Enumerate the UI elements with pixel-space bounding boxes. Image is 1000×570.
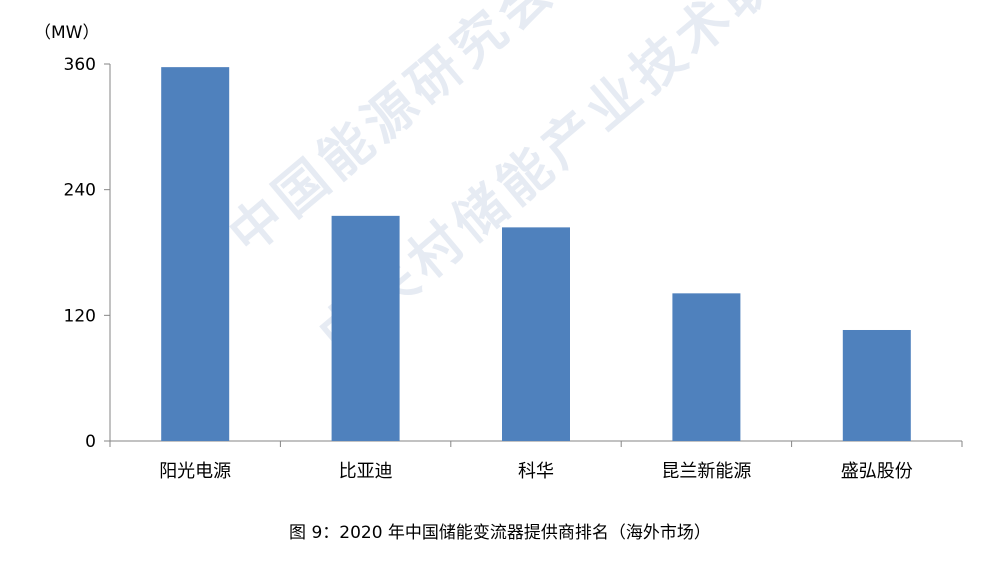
y-tick-label: 120 <box>64 306 96 326</box>
bar <box>672 293 741 441</box>
category-label: 科华 <box>518 461 554 482</box>
bar <box>331 215 400 441</box>
y-tick-label: 0 <box>85 432 96 452</box>
y-tick-label: 240 <box>64 181 96 201</box>
category-label: 昆兰新能源 <box>661 461 751 482</box>
y-axis-unit-label: （MW） <box>34 23 100 43</box>
category-label: 比亚迪 <box>339 461 393 482</box>
chart-caption: 图 9：2020 年中国储能变流器提供商排名（海外市场） <box>289 523 711 543</box>
bar <box>161 67 230 442</box>
category-label: 盛弘股份 <box>841 461 913 482</box>
y-tick-label: 360 <box>64 55 96 75</box>
category-label: 阳光电源 <box>159 461 231 482</box>
bar <box>502 227 570 441</box>
bar <box>842 329 911 441</box>
